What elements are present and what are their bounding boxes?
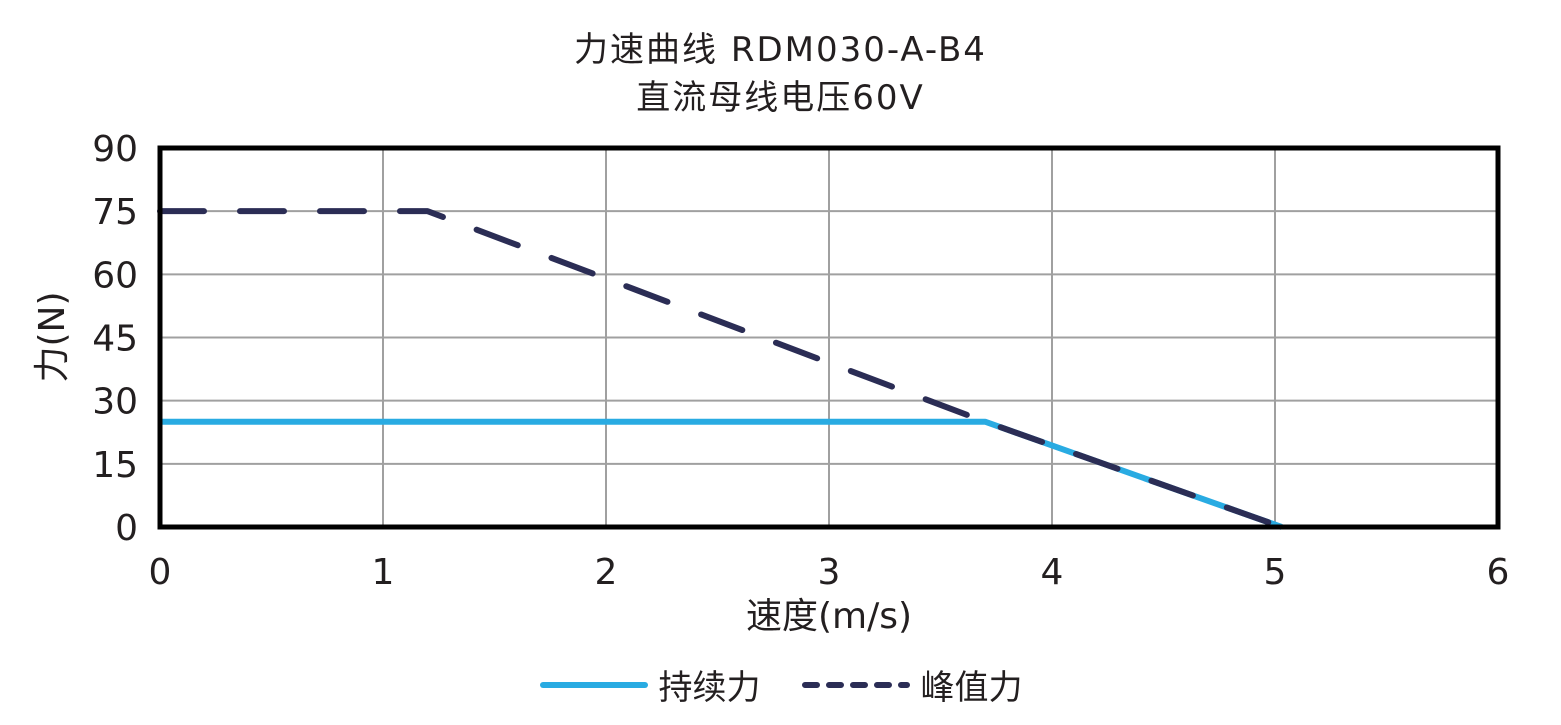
series-line-1 [157, 208, 1285, 530]
y-tick-label: 60 [92, 255, 138, 296]
legend-item-continuous: 持续力 [539, 660, 761, 709]
legend-label-continuous: 持续力 [658, 668, 761, 708]
y-tick-label: 45 [92, 319, 138, 360]
x-tick-label: 2 [595, 552, 618, 593]
y-tick-label: 15 [92, 445, 138, 486]
legend-label-peak: 峰值力 [920, 668, 1023, 708]
x-tick-label: 4 [1041, 552, 1064, 593]
x-axis-label: 速度(m/s) [746, 596, 912, 637]
y-tick-label: 90 [92, 129, 138, 170]
x-tick-label: 5 [1264, 552, 1287, 593]
x-tick-label: 3 [818, 552, 841, 593]
y-tick-label: 0 [115, 508, 138, 549]
y-tick-label: 30 [92, 382, 138, 423]
y-axis-label: 力(N) [32, 291, 73, 382]
x-tick-label: 0 [149, 552, 172, 593]
plot-frame [157, 145, 1501, 530]
legend: 持续力 峰值力 [0, 660, 1561, 709]
chart-subtitle: 直流母线电压60V [636, 78, 925, 118]
chart-title: 力速曲线 RDM030-A-B4 [574, 30, 987, 70]
x-tick-label: 6 [1487, 552, 1510, 593]
series-line-0 [160, 418, 1283, 530]
y-tick-label: 75 [92, 192, 138, 233]
x-tick-label: 1 [372, 552, 395, 593]
legend-item-peak: 峰值力 [801, 660, 1023, 709]
